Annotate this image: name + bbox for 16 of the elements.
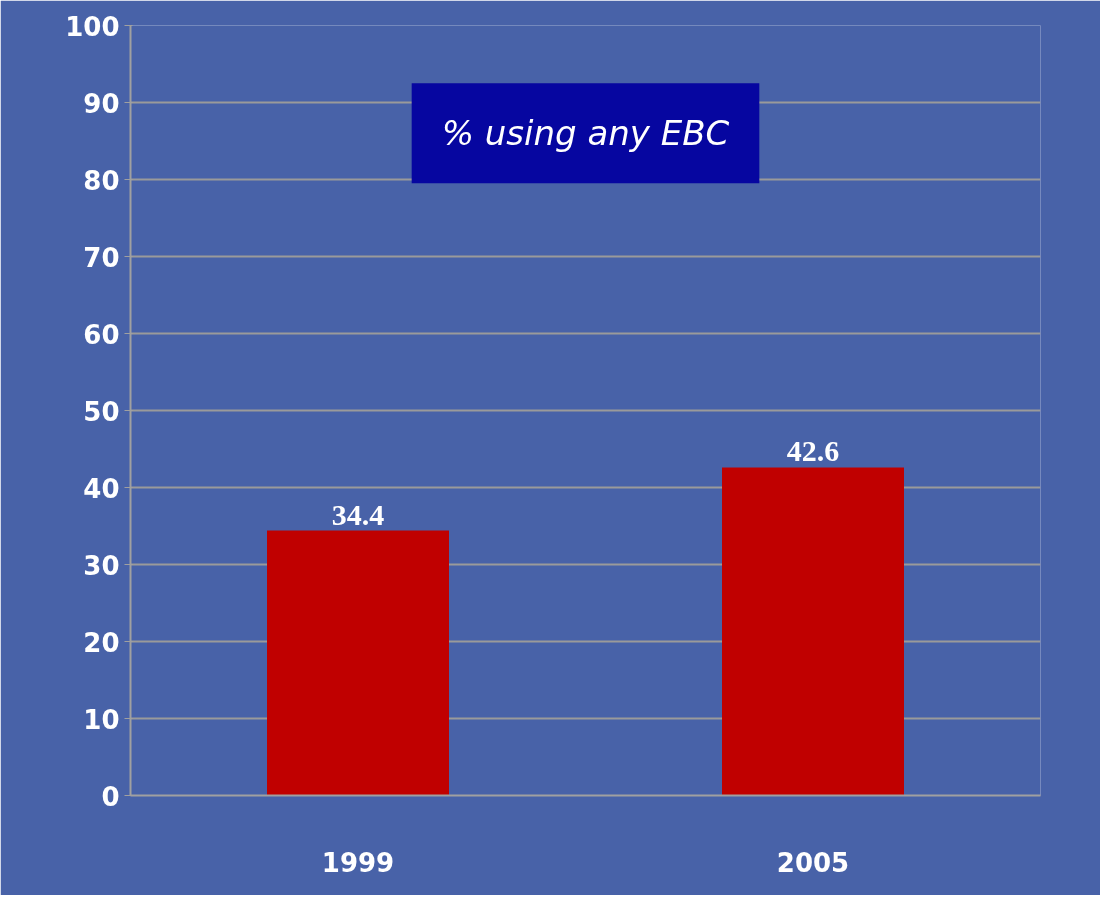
y-tick-label: 30 [83,550,120,581]
y-tick-label: 50 [83,396,120,427]
data-label: 34.4 [331,497,385,531]
x-tick-label: 1999 [321,847,395,878]
y-tick-label: 100 [65,11,120,42]
y-tick-label: 60 [83,319,120,350]
y-tick-label: 10 [83,704,120,735]
y-tick-label: 70 [83,242,120,273]
y-tick-label: 20 [83,627,120,658]
y-tick-label: 0 [101,781,120,812]
x-tick-label: 2005 [776,847,850,878]
y-tick-label: 40 [83,473,120,504]
y-tick-label: 80 [83,165,120,196]
text: % using any EBC [441,113,730,154]
y-tick-label: 90 [83,88,120,119]
data-label: 42.6 [786,434,840,468]
